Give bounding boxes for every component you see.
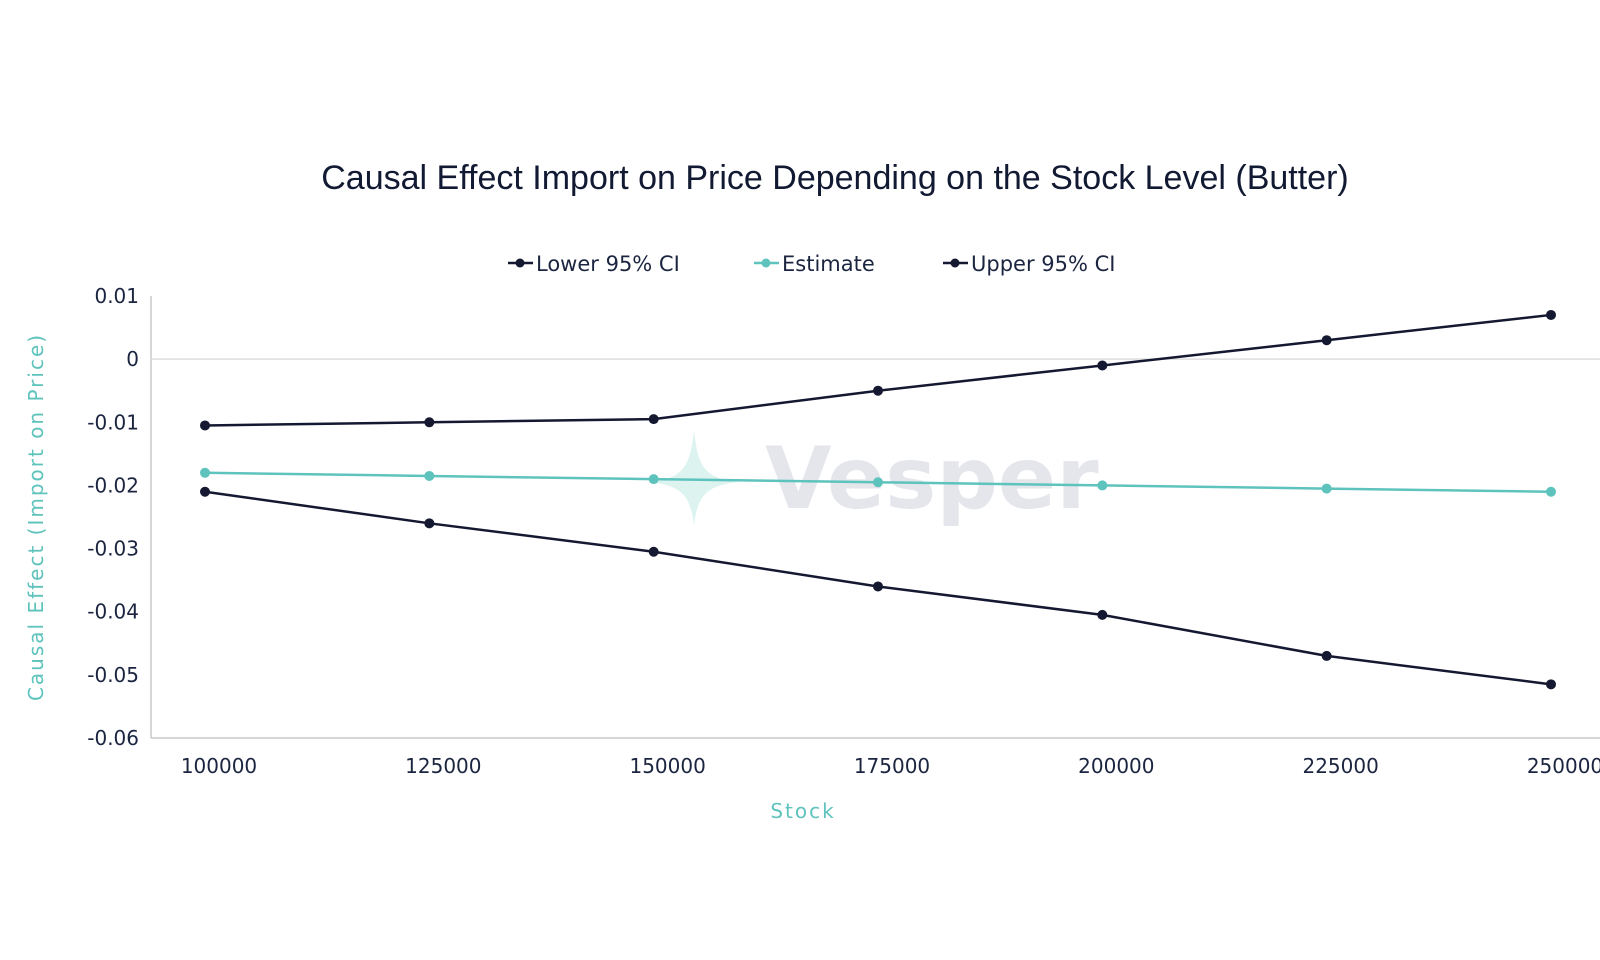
legend: Lower 95% CI Estimate Upper 95% CI (508, 252, 1115, 276)
data-point (1097, 360, 1108, 371)
data-point (873, 581, 883, 592)
x-axis-title: Stock (770, 799, 835, 823)
legend-item: Upper 95% CI (943, 252, 1115, 276)
data-point (424, 518, 435, 529)
watermark-text: Vesper (765, 429, 1099, 529)
x-tick-labels: 100000 125000 150000 175000 200000 225000 2500… (181, 754, 1600, 778)
data-point (648, 546, 659, 557)
axes (150, 296, 1600, 739)
series-estimate (200, 467, 1556, 497)
data-point (1321, 335, 1332, 346)
legend-item: Lower 95% CI (508, 252, 680, 276)
x-tick-label: 150000 (629, 754, 705, 778)
data-point (1321, 650, 1332, 661)
data-point (1546, 486, 1556, 497)
data-point (1321, 483, 1332, 494)
data-point (424, 470, 435, 481)
data-point (1546, 679, 1556, 690)
series-line (204, 313, 1552, 427)
data-point (873, 385, 883, 396)
y-tick-label: -0.02 (87, 473, 139, 497)
data-point (648, 414, 659, 425)
legend-dot-marker (950, 258, 960, 268)
series-layer (200, 309, 1556, 690)
y-tick-label: -0.01 (87, 410, 139, 434)
y-tick-label: 0 (126, 347, 139, 371)
x-tick-label: 250000 (1527, 754, 1600, 778)
data-point (1097, 480, 1108, 491)
y-tick-label: -0.06 (87, 726, 139, 750)
legend-label: Lower 95% CI (536, 252, 680, 276)
data-point (1546, 309, 1556, 320)
watermark-spark-icon (650, 430, 738, 525)
watermark: Vesper (650, 429, 1099, 529)
data-point (200, 467, 210, 478)
data-point (873, 477, 883, 488)
legend-dot-marker (761, 258, 771, 268)
x-tick-label: 100000 (181, 754, 257, 778)
x-tick-label: 125000 (405, 754, 481, 778)
data-point (648, 474, 659, 485)
x-tick-label: 225000 (1302, 754, 1378, 778)
x-tick-label: 175000 (854, 754, 930, 778)
y-tick-labels: 0.01 0 -0.01 -0.02 -0.03 -0.04 -0.05 -0.06 (87, 284, 139, 750)
y-tick-label: 0.01 (94, 284, 139, 308)
y-axis-title: Causal Effect (Import on Price) (24, 333, 48, 701)
data-point (1097, 609, 1108, 620)
y-tick-label: -0.05 (87, 663, 139, 687)
series-lower-95-ci (200, 486, 1556, 690)
legend-label: Upper 95% CI (971, 252, 1115, 276)
data-point (200, 486, 210, 497)
y-tick-label: -0.03 (87, 537, 139, 561)
series-upper-95-ci (200, 309, 1556, 431)
x-tick-label: 200000 (1078, 754, 1154, 778)
legend-dot-marker (515, 258, 525, 268)
data-point (424, 417, 435, 428)
y-tick-label: -0.04 (87, 600, 139, 624)
legend-label: Estimate (782, 252, 875, 276)
legend-item: Estimate (754, 252, 875, 276)
data-point (200, 420, 210, 431)
chart-title: Causal Effect Import on Price Depending … (321, 159, 1348, 197)
